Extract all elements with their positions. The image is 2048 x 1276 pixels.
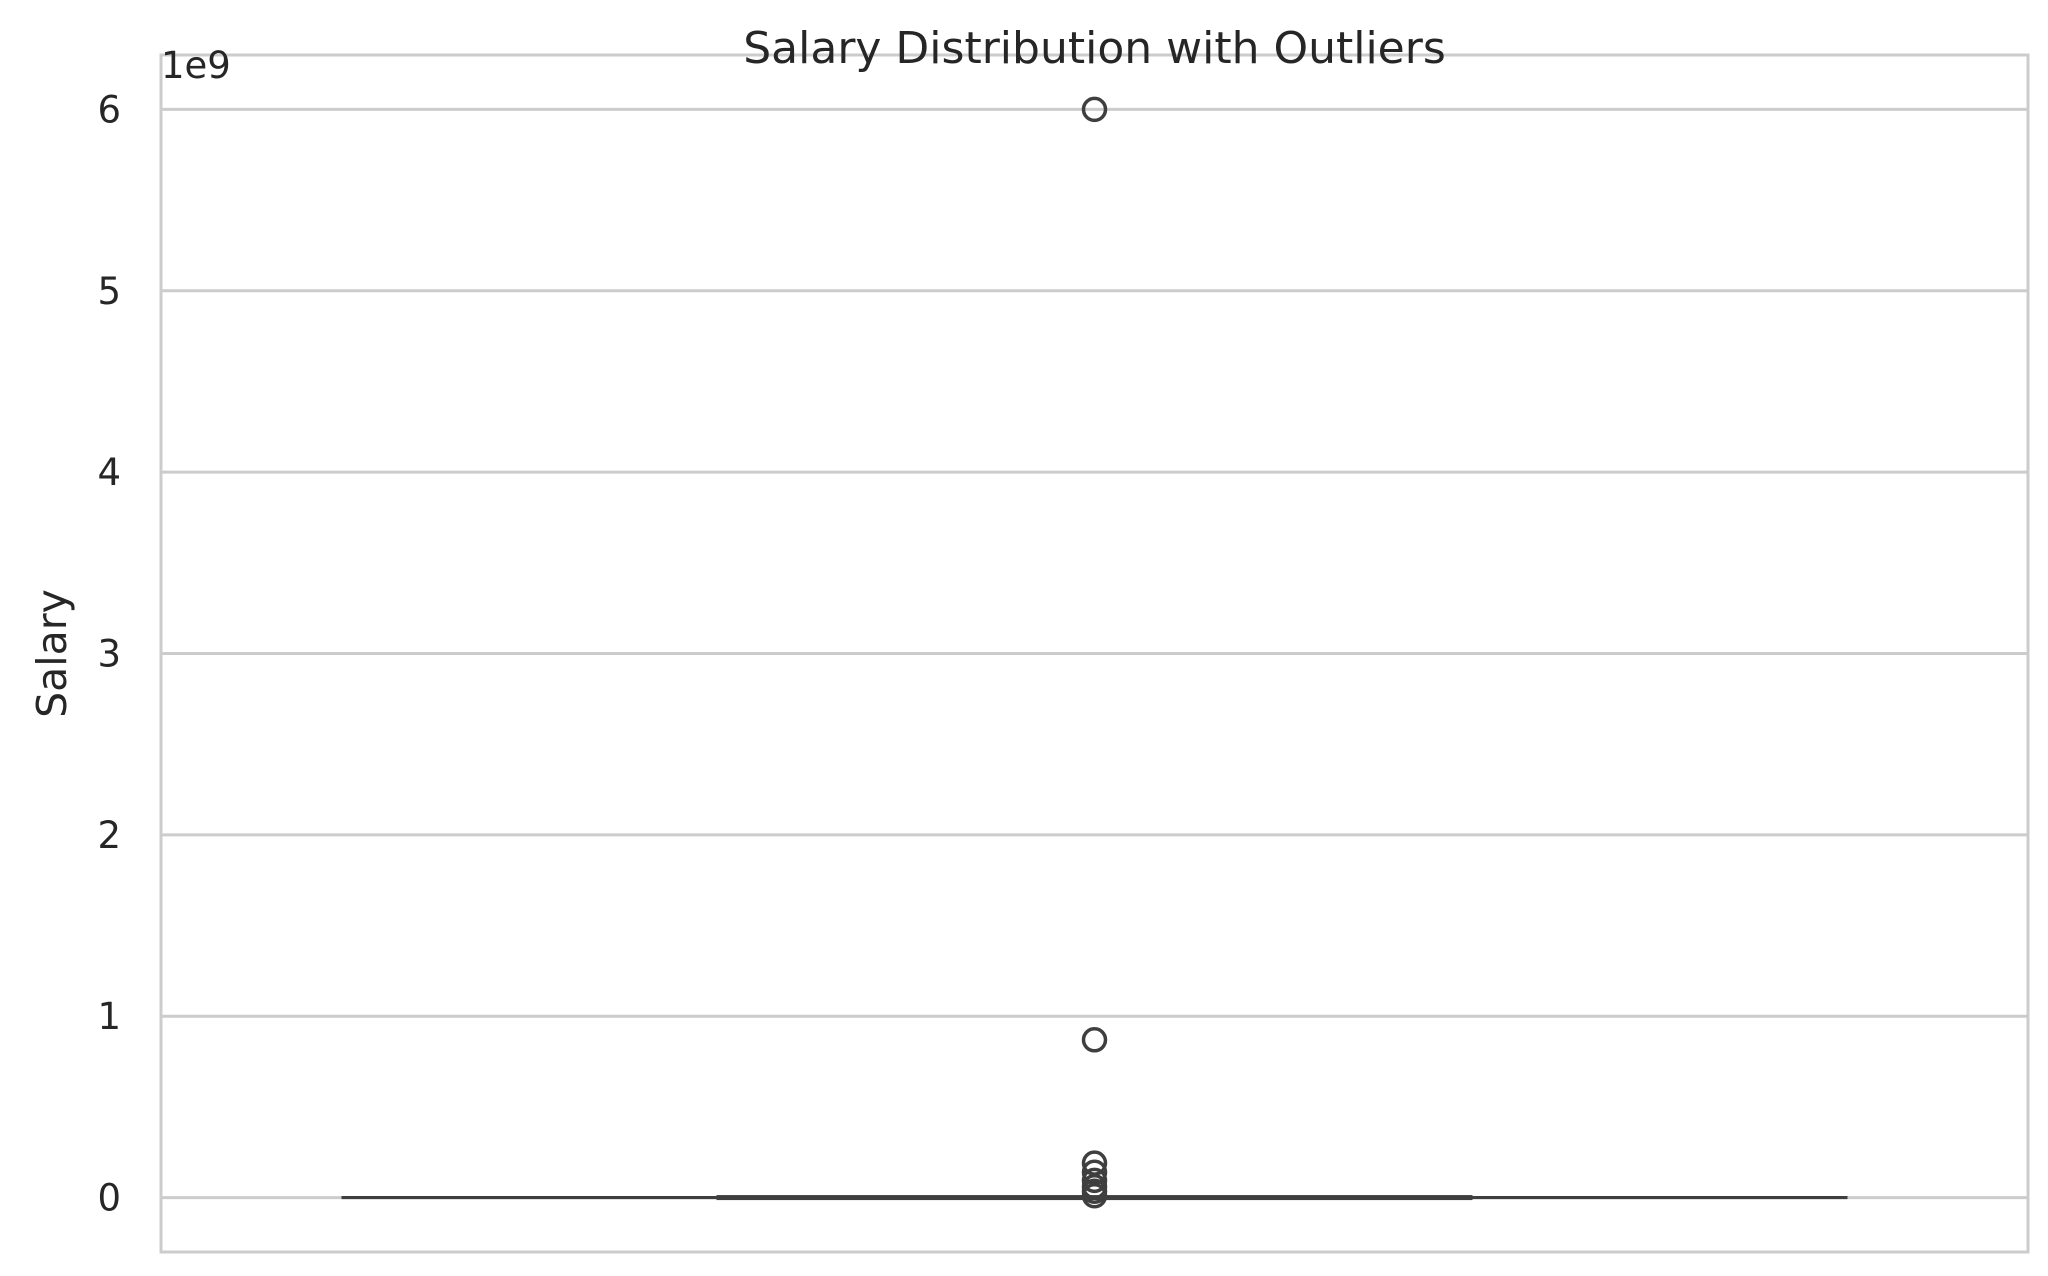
y-tick-label: 2 [97, 814, 121, 857]
boxplot [341, 96, 1848, 1209]
y-axis-offset-text: 1e9 [161, 44, 231, 87]
outlier-point [1081, 1027, 1108, 1053]
outlier-point [1081, 1183, 1108, 1209]
y-axis-label: Salary [28, 589, 76, 718]
grid-lines [161, 107, 2028, 1200]
chart-title: Salary Distribution with Outliers [743, 23, 1446, 74]
y-tick-label: 0 [97, 1177, 121, 1220]
plot-frame [159, 53, 2030, 1254]
y-tick-labels: 0 1 2 3 4 5 6 [97, 88, 121, 1219]
y-tick-label: 6 [97, 88, 121, 131]
y-tick-label: 1 [97, 995, 121, 1038]
y-tick-label: 3 [97, 633, 121, 676]
y-tick-label: 5 [97, 270, 121, 313]
y-tick-label: 4 [97, 451, 121, 494]
outlier-point [1081, 96, 1108, 123]
